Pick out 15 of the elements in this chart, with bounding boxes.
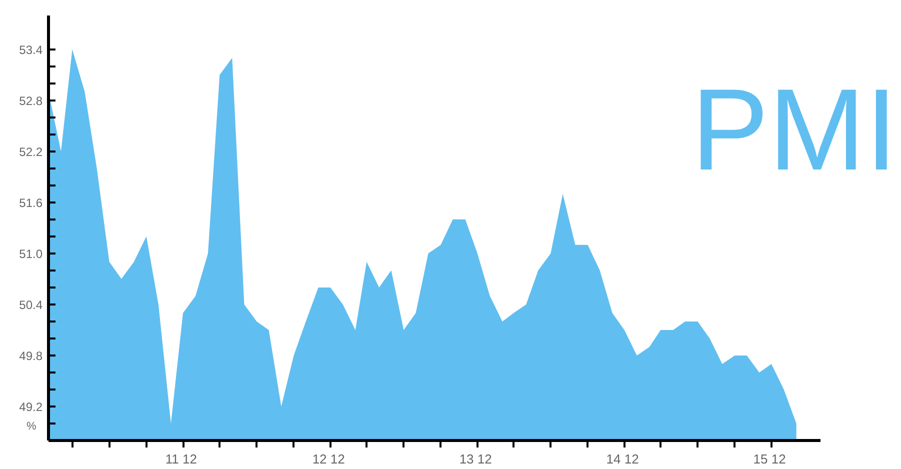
y-tick-label: 52.2 [19,144,43,159]
x-tick-label: 13 12 [459,452,492,466]
y-tick-label: 51.0 [19,246,43,261]
y-tick-label: 51.6 [19,196,43,210]
y-tick-label: 52.8 [19,94,43,108]
x-tick-label: 15 12 [753,452,786,466]
y-tick-label: 53.4 [19,42,43,57]
x-tick-label: 12 12 [312,452,345,466]
x-tick-label: 14 12 [606,452,639,466]
y-axis-title: % [26,420,36,432]
y-tick-label: 49.8 [19,348,43,363]
y-tick-label: 49.2 [19,400,43,414]
x-tick-label: 11 12 [165,452,197,466]
y-tick-label: 50.4 [19,298,43,312]
chart-title: PMI [691,64,898,194]
